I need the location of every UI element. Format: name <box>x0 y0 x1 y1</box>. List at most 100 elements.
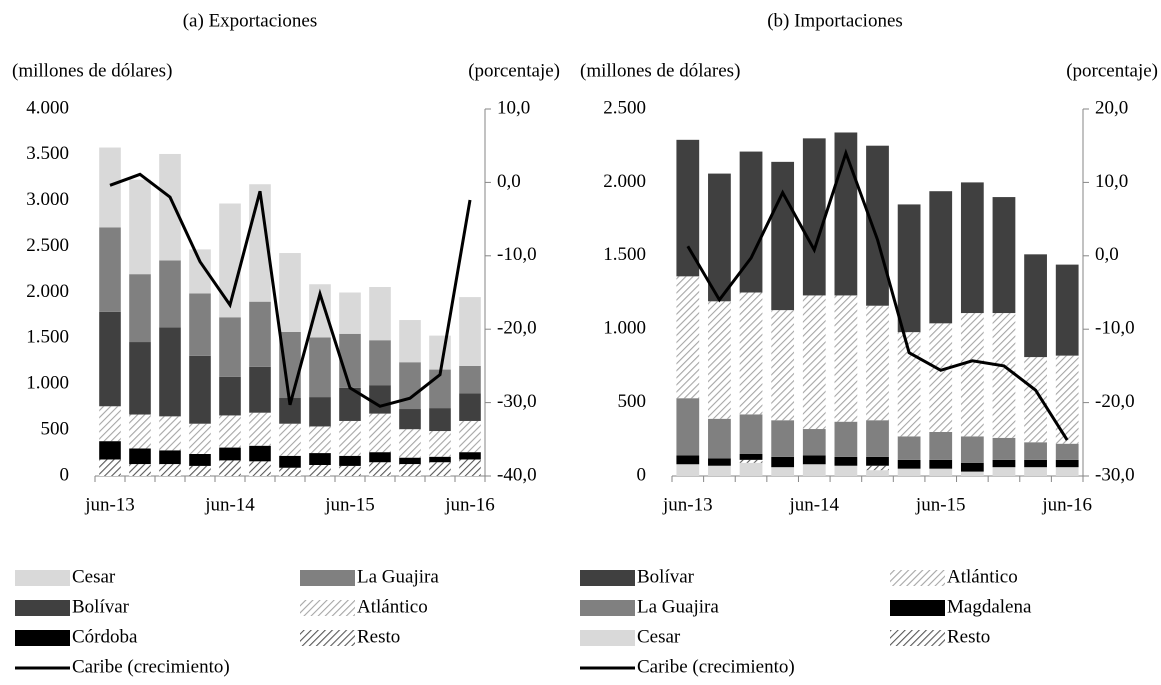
y-tick-label: 0 <box>60 464 70 485</box>
bar-segment <box>219 376 241 416</box>
bar-segment <box>834 295 858 422</box>
growth-line <box>109 172 472 408</box>
chart-title: (a) Exportaciones <box>183 10 318 31</box>
bar-segment <box>159 327 181 417</box>
bar-segment <box>279 455 301 468</box>
bar-segment <box>459 420 481 453</box>
bar-segment <box>897 204 921 333</box>
x-tick-label: jun-13 <box>662 494 713 515</box>
bar-segment <box>866 470 889 476</box>
bar-segment <box>369 286 391 341</box>
legend-swatch <box>890 600 945 616</box>
y-tick-label: 2.500 <box>603 97 646 118</box>
y-tick-label: 1.000 <box>26 373 69 394</box>
bar-segment <box>960 462 984 472</box>
legend-swatch <box>15 630 70 646</box>
bar-segment <box>897 459 921 469</box>
x-tick-label: jun-14 <box>788 494 839 515</box>
y2-tick-label: -10,0 <box>1095 318 1135 339</box>
bar-segment <box>771 420 795 457</box>
y2-tick-label: -20,0 <box>1095 391 1135 412</box>
y-tick-label: 500 <box>41 418 70 439</box>
legend-swatch <box>300 570 355 586</box>
bar-segment <box>834 456 858 466</box>
bar-segment <box>159 464 181 476</box>
bar-segment <box>429 431 451 457</box>
bar-segment <box>249 412 271 446</box>
bar-segment <box>960 313 984 437</box>
bar-segment <box>992 467 1016 476</box>
bar-segment <box>279 467 301 476</box>
bar-segment <box>129 342 151 415</box>
bar-segment <box>369 340 391 386</box>
bar-segment <box>189 293 211 356</box>
legend-label: Cesar <box>637 626 681 647</box>
legend-label: Caribe (crecimiento) <box>637 656 795 677</box>
bar-segment <box>249 366 271 413</box>
bar-segment <box>249 301 271 367</box>
legend-swatch <box>15 570 70 586</box>
bar-segment <box>1055 355 1079 444</box>
bar-segment <box>459 365 481 394</box>
x-tick-label: jun-16 <box>1041 494 1092 515</box>
bar-segment <box>219 460 241 476</box>
bar-segment <box>676 455 700 465</box>
legend-label: Bolívar <box>72 596 130 617</box>
bar-segment <box>399 429 421 458</box>
y-tick-label: 3.000 <box>26 189 69 210</box>
bar-segment <box>929 468 953 476</box>
y2-tick-label: -30,0 <box>1095 464 1135 485</box>
bar-segment <box>992 313 1016 438</box>
bar-segment <box>129 179 151 275</box>
bar-segment <box>802 429 826 456</box>
bar-segment <box>929 431 953 460</box>
y2-axis-label: (porcentaje) <box>1066 60 1158 81</box>
bar-segment <box>429 335 451 370</box>
bar-segment <box>676 398 700 456</box>
y-axis-label: (millones de dólares) <box>580 60 740 81</box>
bar-segment <box>708 458 731 466</box>
x-tick-label: jun-15 <box>915 494 966 515</box>
bar-segment <box>399 464 421 476</box>
bar-segment <box>834 421 858 457</box>
bar-segment <box>189 423 211 454</box>
bar-segment <box>219 447 241 461</box>
bar-segment <box>802 464 826 476</box>
legend-swatch <box>890 630 945 646</box>
bar-segment <box>802 295 826 430</box>
bar-segment <box>1024 467 1047 476</box>
growth-line <box>686 148 1069 441</box>
bar-segment <box>1024 357 1047 443</box>
bar-segment <box>129 448 151 465</box>
bar-segment <box>129 464 151 476</box>
bar-segment <box>399 409 421 430</box>
bar-segment <box>739 414 763 454</box>
bar-segment <box>929 459 953 469</box>
legend-swatch <box>890 570 945 586</box>
y-tick-label: 4.000 <box>26 97 69 118</box>
y2-tick-label: -10,0 <box>497 244 537 265</box>
bar-segment <box>960 471 984 476</box>
bar-segment <box>369 452 391 463</box>
bar-segment <box>1024 442 1047 460</box>
bar-segment <box>960 436 984 463</box>
bar-segment <box>339 387 361 421</box>
bar-segment <box>929 323 953 432</box>
bar-segment <box>369 413 391 453</box>
bar-segment <box>339 455 361 466</box>
y-tick-label: 1.500 <box>26 327 69 348</box>
y-tick-label: 1.000 <box>603 318 646 339</box>
bar-segment <box>249 445 271 462</box>
bar-segment <box>279 423 301 456</box>
bar-segment <box>459 297 481 366</box>
bar-segment <box>189 453 211 466</box>
bar-segment <box>708 173 731 302</box>
legend-swatch <box>580 570 635 586</box>
legend-label: Bolívar <box>637 566 695 587</box>
bar-segment <box>866 456 889 466</box>
y-tick-label: 2.000 <box>26 281 69 302</box>
bar-segment <box>771 310 795 421</box>
bar-segment <box>897 436 921 460</box>
legend-label: Atlántico <box>947 566 1018 587</box>
